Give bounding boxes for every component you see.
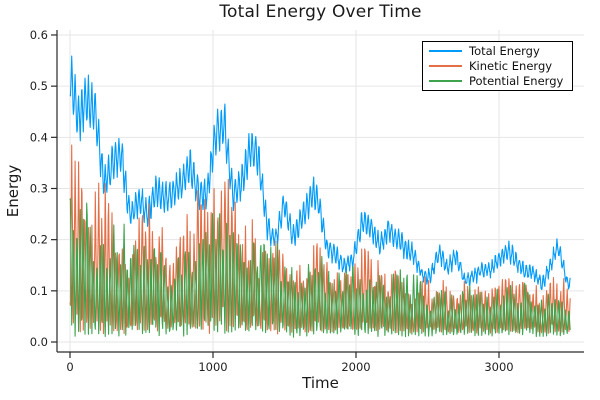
y-tick-label: 0.1 bbox=[30, 284, 48, 298]
y-tick-label: 0.5 bbox=[30, 79, 48, 93]
x-tick-label: 3000 bbox=[484, 360, 513, 374]
legend-item-total-energy: Total Energy bbox=[423, 43, 572, 58]
legend-item-kinetic-energy: Kinetic Energy bbox=[423, 58, 572, 73]
axes-spines bbox=[51, 30, 584, 358]
x-axis-label: Time bbox=[302, 374, 339, 392]
y-tick-label: 0.4 bbox=[30, 130, 48, 144]
y-tick-label: 0.0 bbox=[30, 335, 48, 349]
legend-box: Total Energy Kinetic Energy Potential En… bbox=[422, 41, 573, 91]
series-line-potential-energy bbox=[69, 198, 571, 338]
x-tick-label: 0 bbox=[66, 360, 73, 374]
tick-labels: 0.0 0.1 0.2 0.3 0.4 0.5 0.6 0 1000 2000 3000 bbox=[30, 28, 514, 374]
legend-label: Potential Energy bbox=[469, 73, 564, 88]
chart-title: Total Energy Over Time bbox=[219, 2, 422, 22]
x-tick-label: 1000 bbox=[198, 360, 227, 374]
series-line-total-energy bbox=[69, 55, 571, 291]
total-energy-line-swatch bbox=[429, 50, 462, 52]
legend-item-potential-energy: Potential Energy bbox=[423, 73, 572, 88]
y-tick-label: 0.3 bbox=[30, 181, 48, 195]
legend-label: Kinetic Energy bbox=[469, 58, 553, 73]
y-axis-label: Energy bbox=[4, 164, 22, 218]
kinetic-energy-line-swatch bbox=[429, 65, 462, 67]
x-tick-label: 2000 bbox=[341, 360, 370, 374]
y-tick-label: 0.2 bbox=[30, 233, 48, 247]
legend-label: Total Energy bbox=[469, 43, 540, 58]
y-tick-label: 0.6 bbox=[30, 28, 48, 42]
potential-energy-line-swatch bbox=[429, 80, 462, 82]
